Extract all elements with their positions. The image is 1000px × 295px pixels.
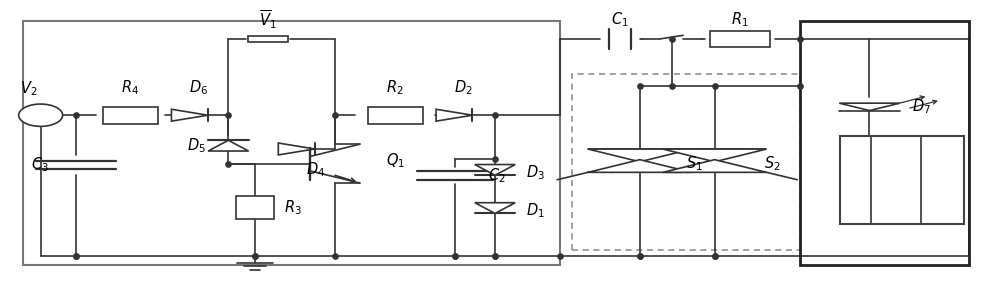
Polygon shape bbox=[588, 160, 692, 172]
Text: $R_3$: $R_3$ bbox=[284, 198, 302, 217]
Bar bbox=[248, 36, 288, 42]
Ellipse shape bbox=[19, 104, 63, 126]
Bar bbox=[840, 136, 964, 224]
Bar bbox=[368, 107, 423, 124]
Text: $C_1$: $C_1$ bbox=[611, 10, 629, 29]
Text: $R_2$: $R_2$ bbox=[386, 78, 404, 97]
Text: $Q_1$: $Q_1$ bbox=[386, 151, 405, 170]
Text: $D_6$: $D_6$ bbox=[189, 78, 208, 97]
Polygon shape bbox=[208, 140, 249, 151]
Text: $R_1$: $R_1$ bbox=[731, 10, 748, 29]
Polygon shape bbox=[839, 103, 900, 111]
Text: $C_3$: $C_3$ bbox=[31, 156, 49, 174]
Text: $D_2$: $D_2$ bbox=[454, 78, 472, 97]
Polygon shape bbox=[663, 149, 766, 162]
Polygon shape bbox=[278, 143, 315, 155]
Text: $\overline{V}_1$: $\overline{V}_1$ bbox=[259, 9, 277, 31]
Bar bbox=[800, 21, 969, 265]
Polygon shape bbox=[171, 109, 208, 121]
Polygon shape bbox=[436, 109, 472, 121]
Text: $C_2$: $C_2$ bbox=[488, 166, 506, 185]
Text: $D_7$: $D_7$ bbox=[912, 97, 931, 116]
Text: $R_4$: $R_4$ bbox=[121, 78, 140, 97]
Text: $S_1$: $S_1$ bbox=[686, 154, 703, 173]
Polygon shape bbox=[588, 149, 692, 162]
Bar bbox=[103, 107, 158, 124]
Bar bbox=[710, 31, 770, 47]
Text: $D_4$: $D_4$ bbox=[306, 160, 325, 179]
Bar bbox=[236, 196, 274, 219]
Text: $D_5$: $D_5$ bbox=[187, 137, 206, 155]
Polygon shape bbox=[663, 160, 766, 172]
Polygon shape bbox=[475, 165, 515, 175]
Bar bbox=[23, 21, 560, 265]
Text: $D_3$: $D_3$ bbox=[526, 163, 544, 182]
Bar bbox=[572, 74, 800, 250]
Text: $S_2$: $S_2$ bbox=[764, 154, 781, 173]
Text: $D_1$: $D_1$ bbox=[526, 201, 544, 220]
Text: $V_2$: $V_2$ bbox=[20, 79, 37, 98]
Polygon shape bbox=[475, 203, 515, 213]
